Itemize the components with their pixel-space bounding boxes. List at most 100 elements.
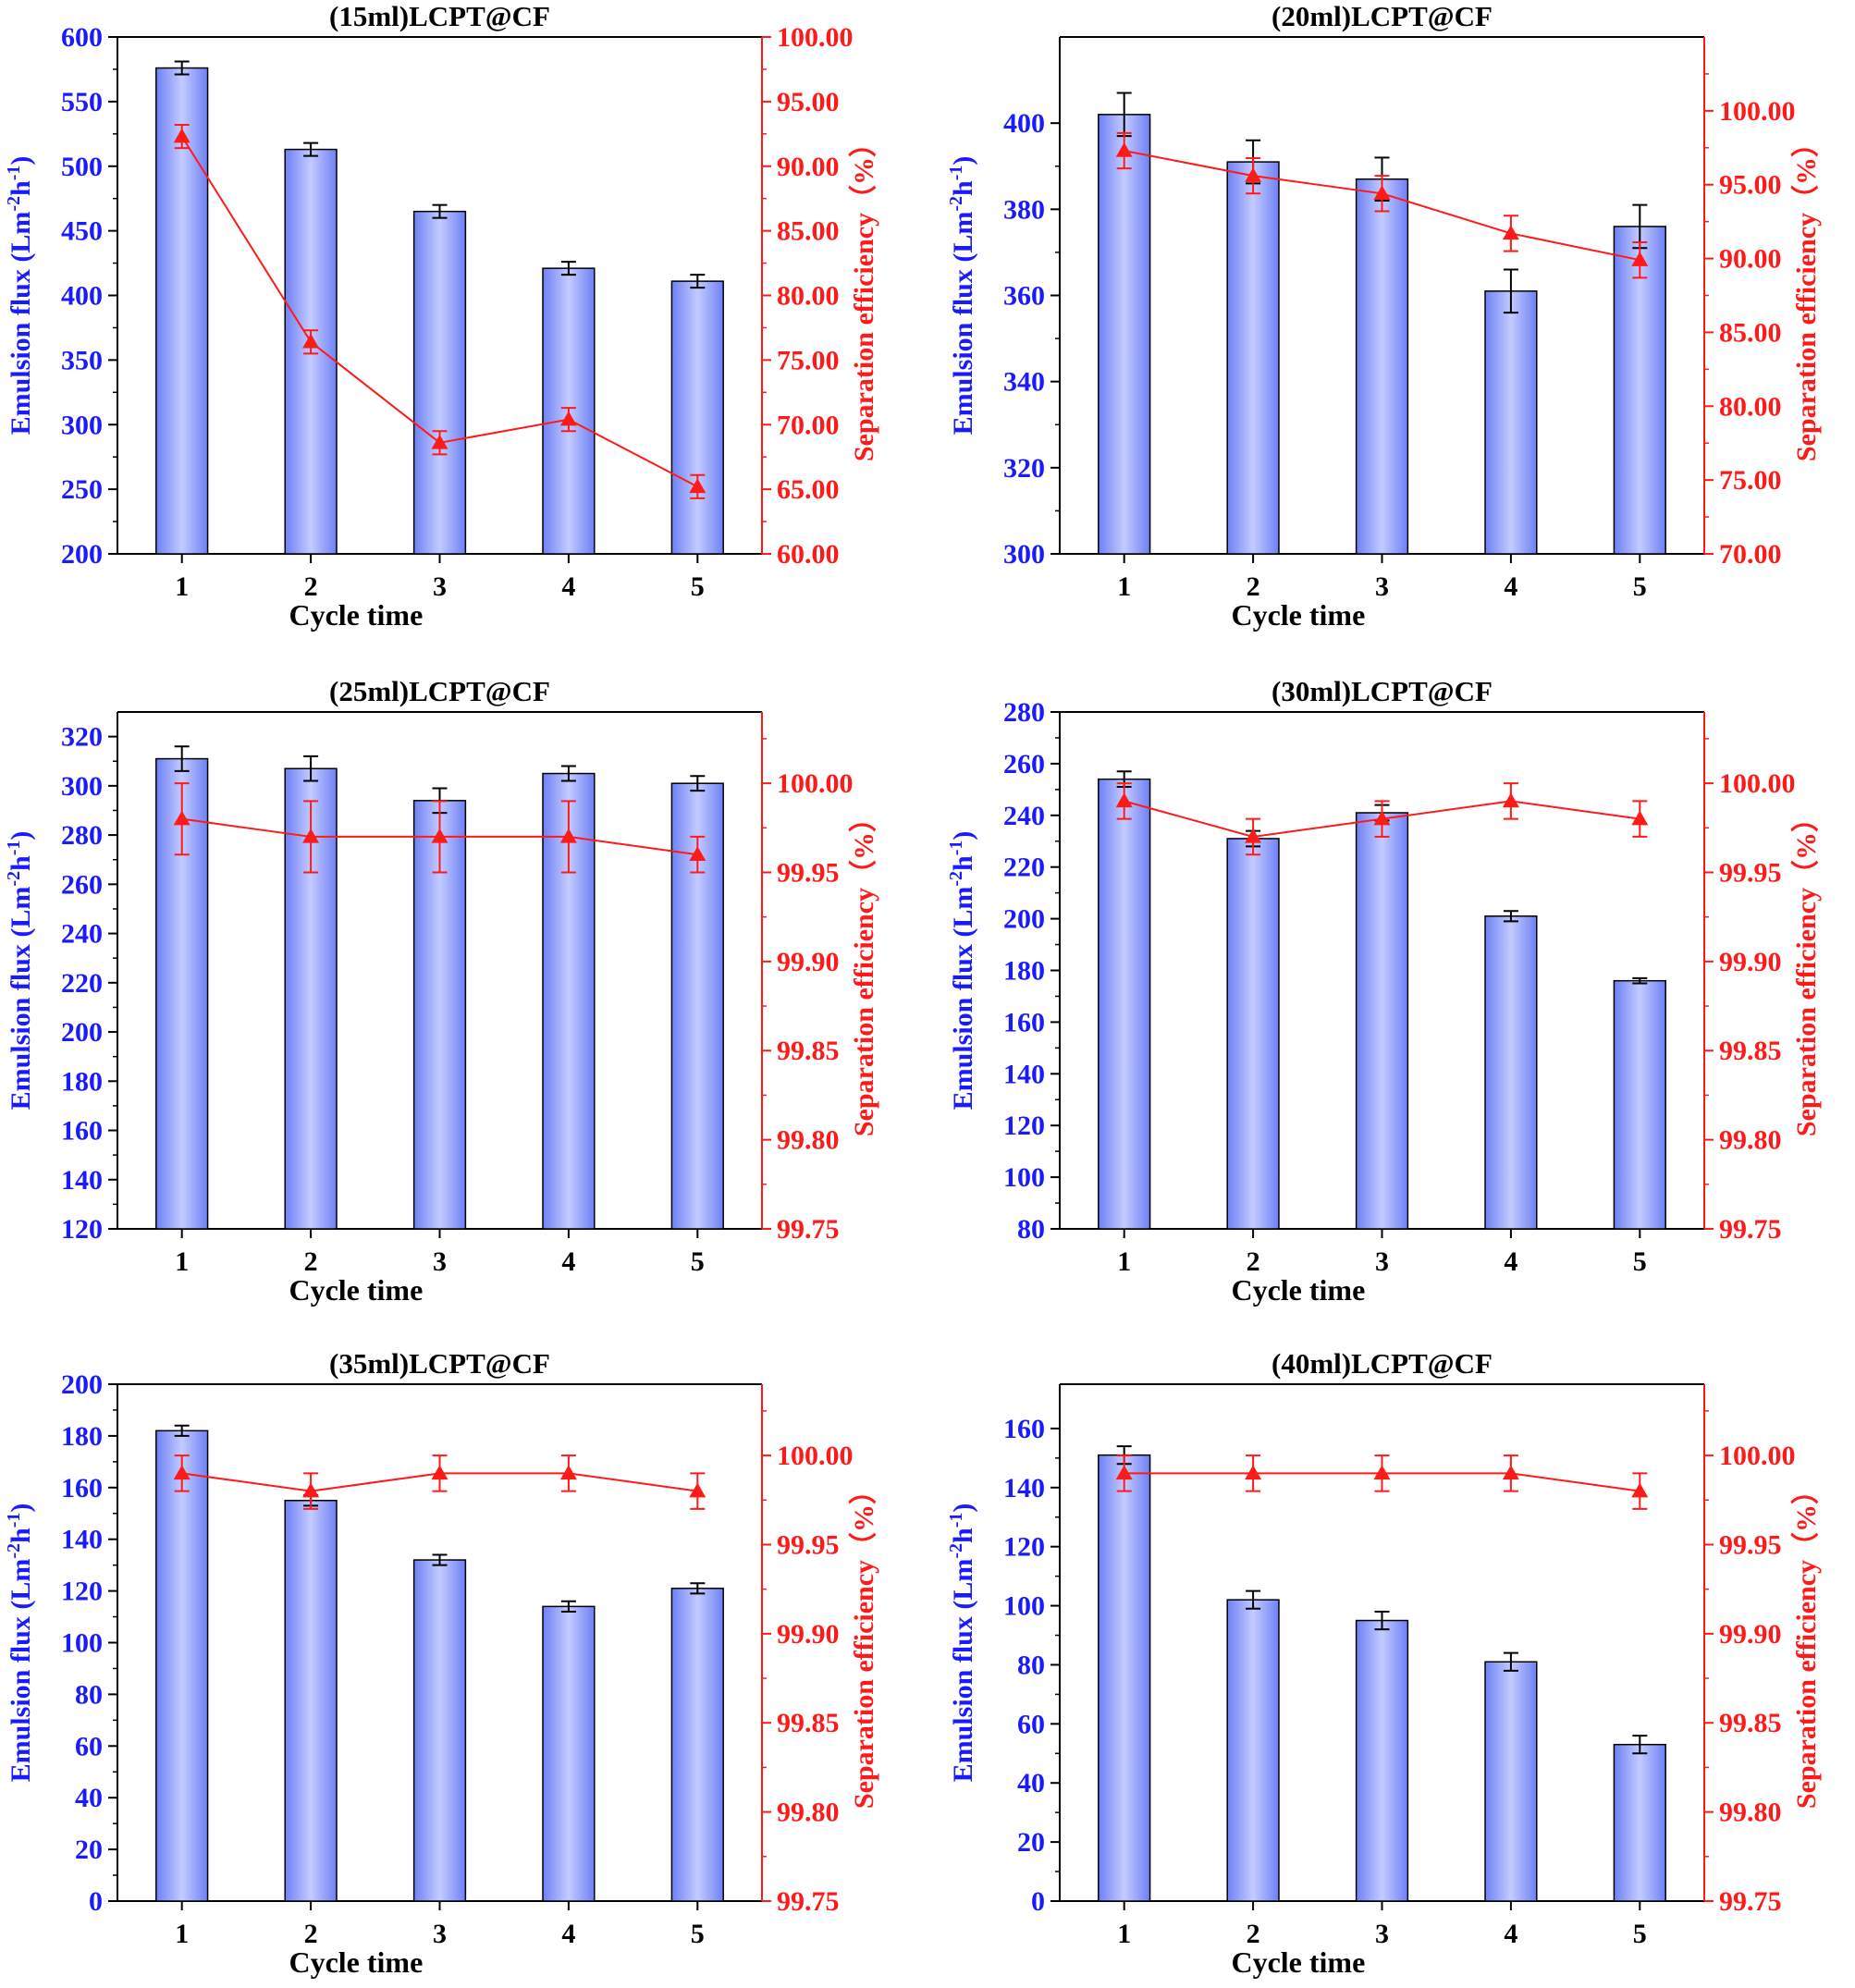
x-tick-label: 4 <box>561 1919 575 1949</box>
x-axis-label: Cycle time <box>289 598 423 632</box>
efficiency-marker <box>302 1482 320 1498</box>
left-tick-label: 350 <box>61 345 103 375</box>
x-tick-label: 3 <box>433 1919 447 1949</box>
right-tick-label: 99.85 <box>777 1708 840 1738</box>
left-tick-label: 160 <box>61 1116 103 1147</box>
right-tick-label: 99.85 <box>1719 1708 1782 1738</box>
flux-bar <box>412 210 467 555</box>
left-tick-label: 40 <box>1017 1768 1045 1798</box>
efficiency-marker <box>689 1482 706 1498</box>
left-tick-label: 260 <box>61 869 103 900</box>
x-axis-label: Cycle time <box>289 1945 423 1979</box>
left-tick-label: 300 <box>1003 539 1045 570</box>
flux-bar <box>1226 838 1280 1230</box>
left-tick-label: 120 <box>1003 1532 1045 1563</box>
efficiency-marker <box>1502 225 1519 240</box>
x-tick-label: 3 <box>1375 571 1389 602</box>
flux-bar <box>1098 1454 1151 1902</box>
left-tick-label: 550 <box>61 87 103 117</box>
x-tick-label: 2 <box>1247 1919 1260 1949</box>
x-tick-label: 5 <box>691 1246 705 1277</box>
chart-panel: (20ml)LCPT@CF 300 320 340 360 380 400 70.00 75.0… <box>946 0 1822 632</box>
x-axis-label: Cycle time <box>289 1273 423 1307</box>
efficiency-marker <box>173 810 190 826</box>
left-tick-label: 100 <box>1003 1591 1045 1622</box>
chart-panel: (15ml)LCPT@CF 200 250 300 350 400 450 500 550 600… <box>4 0 879 632</box>
left-tick-label: 140 <box>1003 1473 1045 1503</box>
chart-panel: (25ml)LCPT@CF 120 140 160 180 200 220 240 260 280… <box>4 675 879 1307</box>
left-tick-label: 600 <box>61 22 103 53</box>
right-tick-label: 99.80 <box>1719 1798 1782 1828</box>
chart-title: (40ml)LCPT@CF <box>1271 1347 1493 1380</box>
right-tick-label: 90.00 <box>1719 244 1782 275</box>
left-y-axis-label: Emulsion flux (Lm-2h-1) <box>946 1503 978 1783</box>
right-tick-label: 99.95 <box>777 1529 840 1560</box>
chart-panel: (35ml)LCPT@CF 0 20 40 60 80 100 120 140 160 180 200… <box>4 1347 879 1979</box>
left-tick-label: 80 <box>1017 1650 1045 1680</box>
left-tick-label: 140 <box>61 1525 103 1555</box>
right-y-axis-label: Separation efficiency（%） <box>1790 129 1822 461</box>
x-tick-label: 2 <box>1247 1246 1260 1277</box>
right-y-axis-label: Separation efficiency（%） <box>848 804 879 1136</box>
right-tick-label: 100.00 <box>1719 1441 1796 1471</box>
x-tick-label: 4 <box>1504 1246 1517 1277</box>
flux-bar <box>1355 178 1409 555</box>
left-tick-label: 300 <box>61 410 103 440</box>
right-tick-label: 75.00 <box>777 345 840 375</box>
x-tick-label: 3 <box>433 1246 447 1277</box>
right-y-axis-label: Separation efficiency（%） <box>1790 1477 1822 1809</box>
right-tick-label: 99.75 <box>1719 1214 1782 1245</box>
left-tick-label: 280 <box>61 820 103 851</box>
x-tick-label: 5 <box>691 571 705 602</box>
right-tick-label: 99.80 <box>777 1798 840 1828</box>
efficiency-marker <box>173 128 190 143</box>
x-tick-label: 4 <box>1504 1919 1517 1949</box>
efficiency-marker <box>431 1465 448 1480</box>
flux-bar <box>1098 778 1151 1230</box>
left-tick-label: 320 <box>61 722 103 753</box>
left-tick-label: 360 <box>1003 281 1045 312</box>
efficiency-marker <box>1373 185 1391 201</box>
x-tick-label: 4 <box>561 571 575 602</box>
flux-bar <box>1613 979 1666 1230</box>
left-tick-label: 20 <box>1017 1827 1045 1858</box>
efficiency-marker <box>559 1465 577 1480</box>
efficiency-marker <box>173 1465 190 1480</box>
efficiency-marker <box>1245 1465 1262 1480</box>
flux-bar <box>412 1559 467 1902</box>
efficiency-marker <box>431 434 448 449</box>
x-axis-label: Cycle time <box>1231 1945 1365 1979</box>
left-tick-label: 280 <box>1003 697 1045 728</box>
left-tick-label: 180 <box>61 1066 103 1097</box>
right-tick-label: 80.00 <box>1719 391 1782 422</box>
x-tick-label: 1 <box>1117 1919 1131 1949</box>
right-tick-label: 99.90 <box>1719 947 1782 977</box>
efficiency-marker <box>1245 828 1262 843</box>
left-y-axis-label: Emulsion flux (Lm-2h-1) <box>946 831 978 1111</box>
left-tick-label: 120 <box>1003 1111 1045 1141</box>
left-y-axis-label: Emulsion flux (Lm-2h-1) <box>4 1503 36 1783</box>
right-tick-label: 60.00 <box>777 539 840 570</box>
right-tick-label: 99.80 <box>1719 1125 1782 1156</box>
efficiency-marker <box>1115 792 1133 808</box>
left-tick-label: 80 <box>1017 1214 1045 1245</box>
flux-bar <box>1226 161 1280 555</box>
x-tick-label: 3 <box>1375 1919 1389 1949</box>
x-axis-label: Cycle time <box>1231 1273 1365 1307</box>
left-tick-label: 160 <box>1003 1007 1045 1037</box>
left-y-axis-label: Emulsion flux (Lm-2h-1) <box>4 156 36 436</box>
right-tick-label: 99.85 <box>777 1036 840 1066</box>
left-tick-label: 120 <box>61 1214 103 1245</box>
x-tick-label: 2 <box>304 1919 318 1949</box>
right-tick-label: 80.00 <box>777 281 840 312</box>
left-tick-label: 450 <box>61 216 103 247</box>
right-tick-label: 85.00 <box>777 216 840 247</box>
flux-bar <box>1098 114 1151 555</box>
right-tick-label: 99.90 <box>777 947 840 977</box>
chart-title: (35ml)LCPT@CF <box>329 1347 550 1380</box>
left-tick-label: 80 <box>75 1679 103 1710</box>
right-tick-label: 99.85 <box>1719 1036 1782 1066</box>
left-tick-label: 400 <box>1003 108 1045 139</box>
right-tick-label: 99.80 <box>777 1125 840 1156</box>
x-tick-label: 2 <box>1247 571 1260 602</box>
